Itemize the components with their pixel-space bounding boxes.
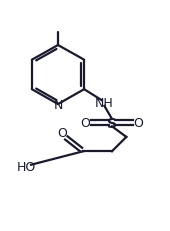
Text: S: S bbox=[107, 116, 117, 130]
Text: NH: NH bbox=[95, 97, 114, 110]
Text: N: N bbox=[53, 98, 63, 111]
Text: HO: HO bbox=[17, 160, 36, 173]
Text: O: O bbox=[80, 117, 90, 130]
Text: O: O bbox=[57, 126, 67, 139]
Text: O: O bbox=[134, 117, 143, 130]
